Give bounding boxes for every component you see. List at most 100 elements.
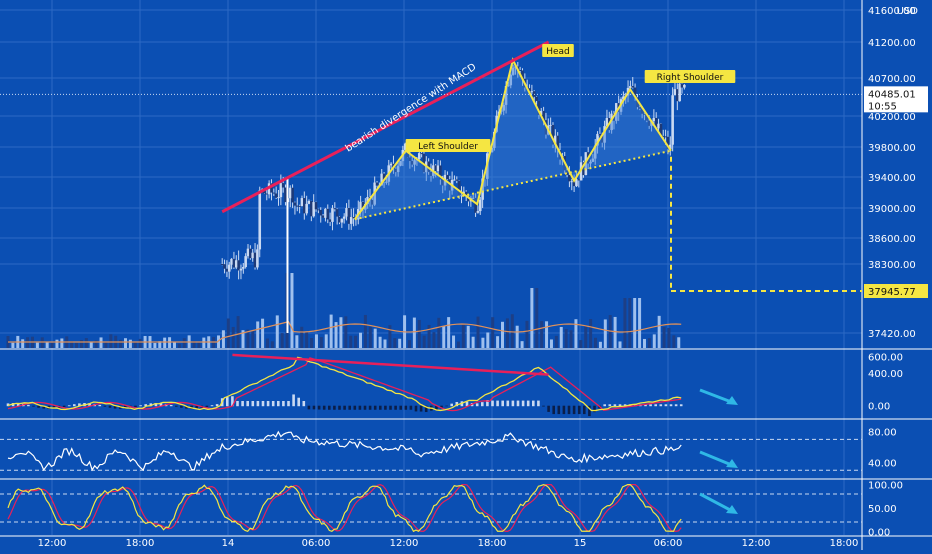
candle-body xyxy=(521,70,524,79)
candle-body xyxy=(317,209,320,211)
candle-body xyxy=(239,268,243,271)
time-tick-label: 12:00 xyxy=(38,538,67,549)
volume-bar xyxy=(505,318,509,348)
macd-histogram-bar xyxy=(287,400,290,407)
volume-bar xyxy=(584,325,588,348)
time-tick-label: 18:00 xyxy=(830,538,859,549)
volume-bar xyxy=(466,325,470,348)
macd-histogram-bar xyxy=(511,400,515,407)
macd-histogram-bar xyxy=(399,405,402,410)
down-arrow-icon xyxy=(699,388,735,405)
candle-body xyxy=(389,163,393,166)
volume-bar xyxy=(334,322,338,348)
price-tick-label: 40700.00 xyxy=(868,74,916,85)
volume-bar xyxy=(393,338,397,348)
volume-bar xyxy=(456,341,460,348)
candle-body xyxy=(572,181,576,187)
macd-histogram-bar xyxy=(73,404,76,407)
macd-histogram-bar xyxy=(358,405,362,410)
candle-body xyxy=(274,193,278,198)
volume-bar xyxy=(530,288,534,348)
candle-body xyxy=(577,179,581,181)
candle-body xyxy=(310,200,313,217)
candle-body xyxy=(446,174,449,180)
head-label-box xyxy=(542,44,574,57)
volume-bar xyxy=(564,328,568,348)
candle-body xyxy=(288,187,292,199)
candle-body xyxy=(396,165,400,173)
candle-body xyxy=(661,135,665,137)
price-tick-label: 38600.00 xyxy=(868,234,916,245)
volume-bar xyxy=(491,317,495,348)
volume-bar xyxy=(202,337,206,348)
candle-body xyxy=(575,179,578,187)
macd-histogram-bar xyxy=(98,404,102,407)
candle-body xyxy=(453,179,456,181)
volume-bar xyxy=(192,341,196,348)
volume-bar xyxy=(35,342,39,348)
candle-body xyxy=(645,113,649,121)
candle-body xyxy=(629,86,632,88)
macd-histogram-bar xyxy=(450,403,453,407)
macd-histogram-bar xyxy=(491,400,494,407)
volume-bar xyxy=(378,336,382,348)
stoch-d-line xyxy=(7,484,682,532)
rsi-tick-label: 80.00 xyxy=(868,428,897,439)
volume-bar xyxy=(305,331,309,348)
candle-body xyxy=(361,201,365,210)
candle-body xyxy=(380,173,384,186)
candle-body xyxy=(683,84,686,88)
macd-histogram-bar xyxy=(618,404,622,407)
candle-body xyxy=(335,209,339,217)
candle-body xyxy=(636,97,639,108)
down-arrow-icon xyxy=(699,492,735,514)
candle-body xyxy=(638,107,642,109)
candle-body xyxy=(340,218,344,223)
macd-histogram-bar xyxy=(547,405,550,412)
candle-body xyxy=(654,117,658,129)
macd-histogram-bar xyxy=(277,400,280,407)
macd-histogram-bar xyxy=(659,404,663,407)
price-tick-label: 38300.00 xyxy=(868,260,916,271)
candle-body xyxy=(556,135,559,151)
candle-body xyxy=(277,197,280,199)
candle-body xyxy=(371,199,374,205)
macd-histogram-bar xyxy=(159,403,163,407)
candle-body xyxy=(364,204,367,210)
volume-bar xyxy=(133,342,137,348)
volume-bar xyxy=(99,337,103,348)
down-arrow-icon xyxy=(699,450,735,468)
volume-bar xyxy=(496,336,500,348)
volume-bar xyxy=(667,327,671,348)
macd-histogram-bar xyxy=(496,400,499,407)
candle-body xyxy=(471,197,475,199)
candle-body xyxy=(331,208,334,222)
target-price-label: 37945.77 xyxy=(868,287,916,298)
macd-histogram-bar xyxy=(144,404,147,407)
volume-bar xyxy=(427,324,431,348)
candle-body xyxy=(603,126,606,143)
volume-bar xyxy=(40,337,44,348)
macd-histogram-bar xyxy=(664,404,668,407)
candle-body xyxy=(382,173,386,182)
candle-body xyxy=(305,203,308,214)
volume-bar xyxy=(574,319,578,348)
volume-bar xyxy=(251,330,255,348)
macd-histogram-bar xyxy=(521,400,525,407)
volume-bar xyxy=(217,335,221,348)
macd-histogram-bar xyxy=(226,397,229,407)
candle-body xyxy=(293,202,297,206)
candle-body xyxy=(333,208,337,210)
macd-histogram-bar xyxy=(379,405,382,410)
macd-histogram-bar xyxy=(62,405,66,408)
candle-body xyxy=(528,88,531,93)
volume-bar xyxy=(280,333,284,348)
candle-body xyxy=(408,157,412,162)
volume-bar xyxy=(138,338,142,348)
candle-body xyxy=(664,136,667,138)
macd-histogram-bar xyxy=(180,405,183,408)
macd-histogram-bar xyxy=(149,403,153,407)
candle-body xyxy=(579,162,583,181)
